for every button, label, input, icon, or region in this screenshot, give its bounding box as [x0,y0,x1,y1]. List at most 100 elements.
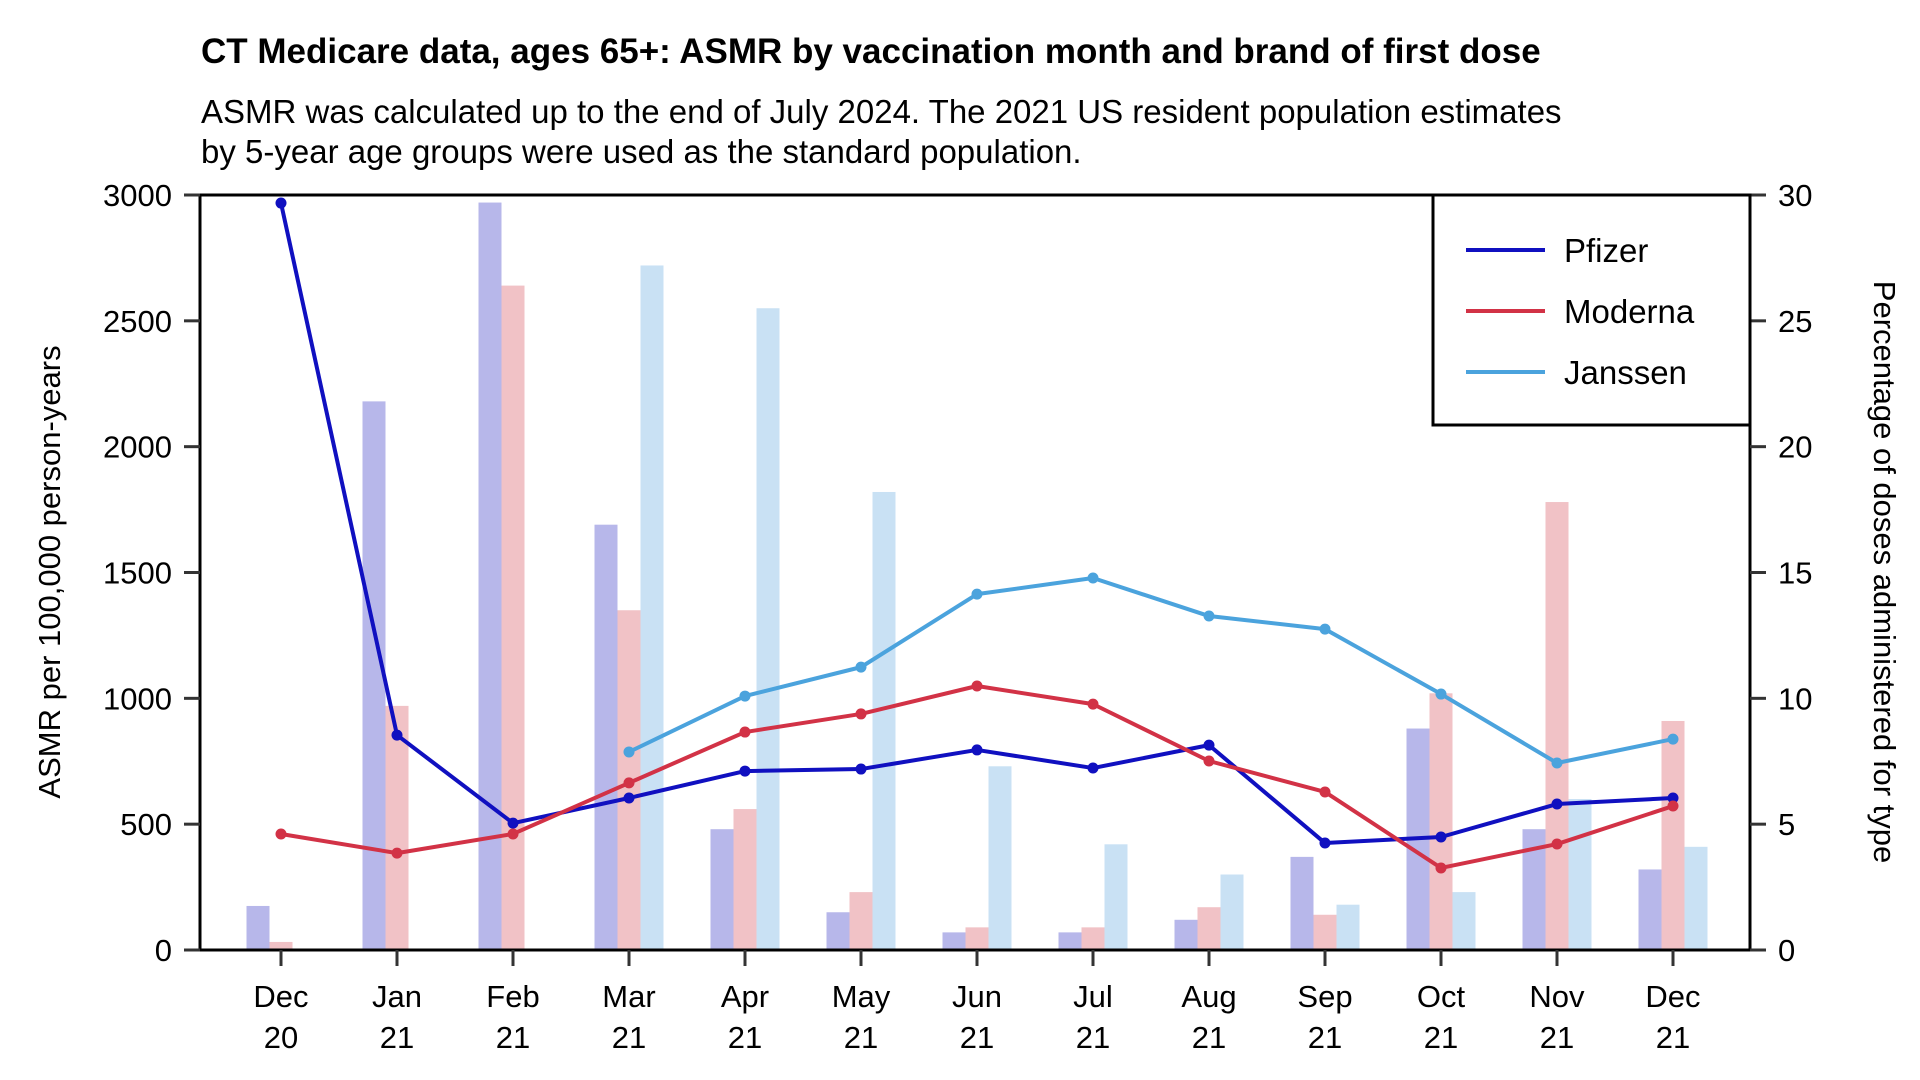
point-moderna-2 [507,828,519,840]
point-moderna-11 [1551,838,1563,850]
point-moderna-12 [1667,800,1679,812]
point-janssen-12 [1667,733,1679,745]
x-tick-label-month: Jan [372,979,422,1014]
left-tick-label: 0 [155,933,172,968]
x-tick-label-year: 21 [1192,1020,1226,1055]
bar-moderna-11 [1545,502,1569,950]
x-tick-label-year: 21 [1656,1020,1690,1055]
x-tick-label-year: 21 [844,1020,878,1055]
bar-pfizer-3 [594,524,618,950]
point-pfizer-6 [971,744,983,756]
left-tick-label: 2000 [103,430,172,465]
bar-moderna-7 [1081,927,1105,950]
right-tick-label: 30 [1778,178,1812,213]
x-tick-label-year: 21 [1424,1020,1458,1055]
legend-label-pfizer: Pfizer [1564,232,1648,269]
bar-group [246,202,1708,951]
bar-janssen-4 [756,308,780,950]
right-tick-label: 20 [1778,430,1812,465]
right-axis: 0 5 10 15 20 25 30 [1750,178,1812,968]
point-pfizer-12 [1667,792,1679,804]
bar-moderna-4 [733,809,757,950]
point-pfizer-5 [855,763,867,775]
point-janssen-11 [1551,757,1563,769]
bar-pfizer-8 [1174,919,1198,950]
x-axis: Dec 20 Jan 21 Feb 21 Mar 21 Apr 21 May 21 Jun 21 Jul 21… [253,950,1701,1055]
point-pfizer-10 [1435,831,1447,843]
point-pfizer-7 [1087,762,1099,774]
bar-pfizer-2 [478,202,502,951]
bar-pfizer-11 [1522,829,1546,950]
point-janssen-3 [623,746,635,758]
x-tick-label-month: Nov [1529,979,1585,1014]
chart-subtitle-line-1: ASMR was calculated up to the end of Jul… [201,93,1562,130]
bar-pfizer-0 [246,905,270,950]
bar-pfizer-4 [710,829,734,950]
bar-janssen-6 [988,766,1012,950]
point-pfizer-4 [739,765,751,777]
x-tick-label-year: 21 [1308,1020,1342,1055]
line-group [275,197,1679,874]
point-moderna-9 [1319,786,1331,798]
bar-janssen-7 [1104,844,1128,950]
left-tick-label: 1500 [103,556,172,591]
bar-moderna-10 [1429,693,1453,950]
bar-janssen-5 [872,491,896,950]
x-tick-label-month: May [832,979,891,1014]
point-moderna-3 [623,777,635,789]
legend-label-janssen: Janssen [1564,354,1687,391]
left-tick-label: 2500 [103,304,172,339]
x-tick-label-month: Mar [602,979,655,1014]
point-moderna-10 [1435,862,1447,874]
left-axis-label: ASMR per 100,000 person-years [32,345,67,798]
x-tick-label-month: Apr [721,979,769,1014]
x-tick-label-month: Dec [253,979,308,1014]
chart-title: CT Medicare data, ages 65+: ASMR by vacc… [201,32,1541,71]
right-tick-label: 15 [1778,556,1812,591]
point-pfizer-3 [623,792,635,804]
point-janssen-4 [739,690,751,702]
point-moderna-5 [855,708,867,720]
point-moderna-6 [971,680,983,692]
bar-moderna-0 [269,941,293,950]
point-pfizer-2 [507,817,519,829]
bar-janssen-3 [640,265,664,950]
right-tick-label: 5 [1778,807,1795,842]
bar-janssen-10 [1452,892,1476,950]
point-janssen-9 [1319,623,1331,635]
x-tick-label-month: Feb [486,979,539,1014]
bar-moderna-8 [1197,907,1221,950]
bar-pfizer-7 [1058,932,1082,950]
point-pfizer-11 [1551,798,1563,810]
left-axis: 0 500 1000 1500 2000 2500 3000 [103,178,200,968]
point-janssen-7 [1087,572,1099,584]
chart-subtitle-line-2: by 5-year age groups were used as the st… [201,133,1082,170]
bar-moderna-2 [501,285,525,951]
bar-pfizer-12 [1638,869,1662,950]
left-tick-label: 1000 [103,681,172,716]
bar-janssen-8 [1220,874,1244,950]
point-moderna-7 [1087,698,1099,710]
point-janssen-8 [1203,610,1215,622]
right-tick-label: 25 [1778,304,1812,339]
point-pfizer-1 [391,729,403,741]
bar-janssen-9 [1336,904,1360,950]
x-tick-label-year: 21 [380,1020,414,1055]
point-moderna-0 [275,828,287,840]
x-tick-label-month: Dec [1645,979,1700,1014]
point-moderna-4 [739,726,751,738]
x-tick-label-month: Sep [1297,979,1352,1014]
legend-label-moderna: Moderna [1564,293,1695,330]
left-tick-label: 500 [120,807,172,842]
bar-moderna-9 [1313,914,1337,950]
x-tick-label-year: 21 [612,1020,646,1055]
right-tick-label: 0 [1778,933,1795,968]
bar-janssen-11 [1568,799,1592,950]
point-janssen-6 [971,588,983,600]
legend: Pfizer Moderna Janssen [1431,193,1752,427]
point-pfizer-8 [1203,739,1215,751]
point-moderna-1 [391,847,403,859]
point-pfizer-0 [275,197,287,209]
x-tick-label-month: Oct [1417,979,1466,1014]
